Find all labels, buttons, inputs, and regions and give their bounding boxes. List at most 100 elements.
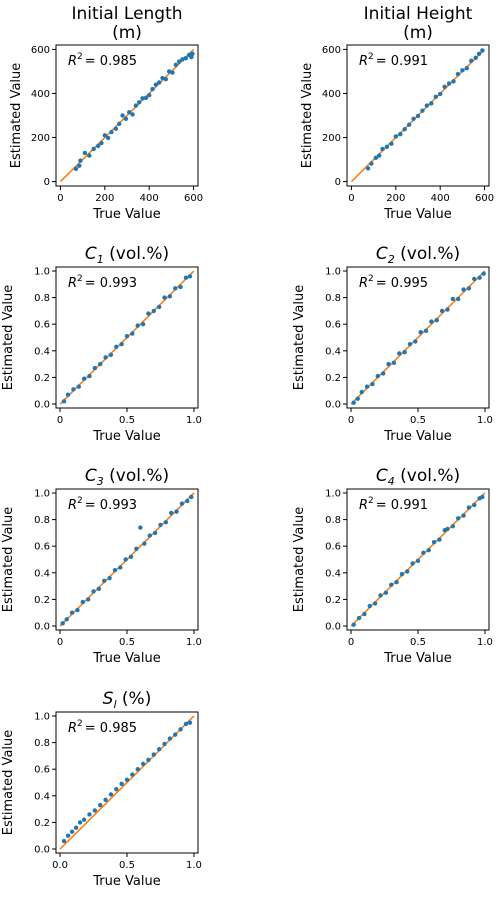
y-tick-label: 200 <box>322 133 341 144</box>
data-point <box>185 498 190 504</box>
data-point <box>95 143 101 149</box>
data-point <box>140 321 146 327</box>
chart-panel-6: C4 (vol.%) R2 = 0.991 0 0.5 1.0 0.0 0.2 0.4 0.6 0.… <box>292 466 493 666</box>
data-point <box>98 802 103 808</box>
x-tick-label: 0.5 <box>410 637 426 648</box>
data-point <box>446 81 452 86</box>
data-point <box>415 558 421 564</box>
data-point <box>418 329 423 335</box>
data-point <box>355 396 360 401</box>
data-point <box>173 732 178 737</box>
x-axis-label: True Value <box>92 874 160 889</box>
y-tick-label: 1.0 <box>34 711 50 722</box>
y-tick-label: 0.6 <box>325 542 341 553</box>
chart-title: Initial Length <box>71 4 182 24</box>
data-point <box>64 617 69 622</box>
data-point <box>180 57 185 62</box>
data-point <box>439 308 445 314</box>
y-tick-label: 200 <box>31 133 50 144</box>
x-axis-label: True Value <box>92 429 160 444</box>
y-tick-label: 0.0 <box>34 400 50 411</box>
data-point <box>415 113 421 119</box>
y-tick-label: 0.2 <box>34 373 50 384</box>
data-point <box>137 100 142 105</box>
data-point <box>124 777 130 783</box>
data-point <box>87 812 92 817</box>
data-point <box>142 541 147 546</box>
y-tick-label: 0.8 <box>34 738 50 749</box>
data-point <box>91 589 96 594</box>
data-point <box>135 766 140 772</box>
data-point <box>190 51 195 57</box>
data-point <box>369 161 374 166</box>
y-tick-label: 0.6 <box>34 542 50 553</box>
data-point <box>73 166 79 172</box>
data-point <box>147 533 152 538</box>
y-tick-label: 0.8 <box>34 515 50 526</box>
data-point <box>167 736 173 741</box>
y-tick-label: 600 <box>31 45 50 56</box>
data-point <box>143 95 149 101</box>
y-tick-label: 0.4 <box>325 568 341 579</box>
r-squared-label: R2 = 0.991 <box>359 496 428 513</box>
data-point <box>146 757 151 763</box>
data-point <box>65 833 71 838</box>
data-point <box>476 51 482 57</box>
y-tick-label: 0.0 <box>34 845 50 856</box>
y-axis-label: Estimated Value <box>1 507 16 613</box>
data-point <box>413 339 418 344</box>
data-point <box>69 829 75 834</box>
data-point <box>389 582 394 587</box>
chart-panel-5: C3 (vol.%) R2 = 0.993 0 0.5 1.0 0.0 0.2 0.4 0.6 0.… <box>1 466 202 666</box>
data-point <box>119 781 124 787</box>
data-point <box>178 284 183 290</box>
y-tick-label: 1.0 <box>34 488 50 499</box>
x-tick-label: 0.5 <box>119 860 135 871</box>
data-point <box>77 163 82 168</box>
chart-title-unit: (m) <box>403 23 433 43</box>
axes-frame <box>55 44 199 187</box>
data-point <box>146 311 151 316</box>
data-point <box>389 141 394 146</box>
data-point <box>421 550 426 556</box>
data-point <box>153 82 159 87</box>
data-point <box>402 126 407 132</box>
y-tick-label: 0.6 <box>34 320 50 331</box>
data-point <box>411 116 416 122</box>
data-point <box>178 727 183 732</box>
data-point <box>466 286 472 291</box>
data-point <box>162 295 167 300</box>
data-point <box>162 741 167 747</box>
data-point <box>356 615 362 621</box>
data-point <box>431 540 437 545</box>
fit-line <box>350 270 486 405</box>
data-point <box>179 501 185 506</box>
data-point <box>365 166 371 171</box>
data-point <box>146 93 152 98</box>
data-point <box>102 133 108 138</box>
x-tick-label: 0.0 <box>52 860 68 871</box>
y-tick-label: 0.2 <box>325 595 341 606</box>
data-point <box>176 59 182 64</box>
data-point <box>460 68 465 73</box>
x-tick-label: 0 <box>348 415 354 426</box>
data-point <box>173 286 178 291</box>
data-point <box>166 69 172 74</box>
y-tick-label: 1.0 <box>34 266 50 277</box>
data-point <box>375 373 381 379</box>
data-point <box>420 108 425 113</box>
y-tick-label: 0.6 <box>34 765 50 776</box>
y-axis-label: Estimated Value <box>292 507 307 613</box>
data-point <box>477 275 482 280</box>
data-point <box>351 622 356 627</box>
x-axis-label: True Value <box>92 651 160 666</box>
data-point <box>407 341 413 347</box>
data-point <box>130 331 135 336</box>
x-tick-label: 0 <box>348 193 354 204</box>
data-point <box>135 323 140 328</box>
data-point <box>130 772 135 777</box>
r-squared-label: R2 = 0.985 <box>68 52 137 69</box>
data-point <box>114 786 119 792</box>
y-tick-label: 0.8 <box>325 293 341 304</box>
data-point <box>152 530 158 536</box>
